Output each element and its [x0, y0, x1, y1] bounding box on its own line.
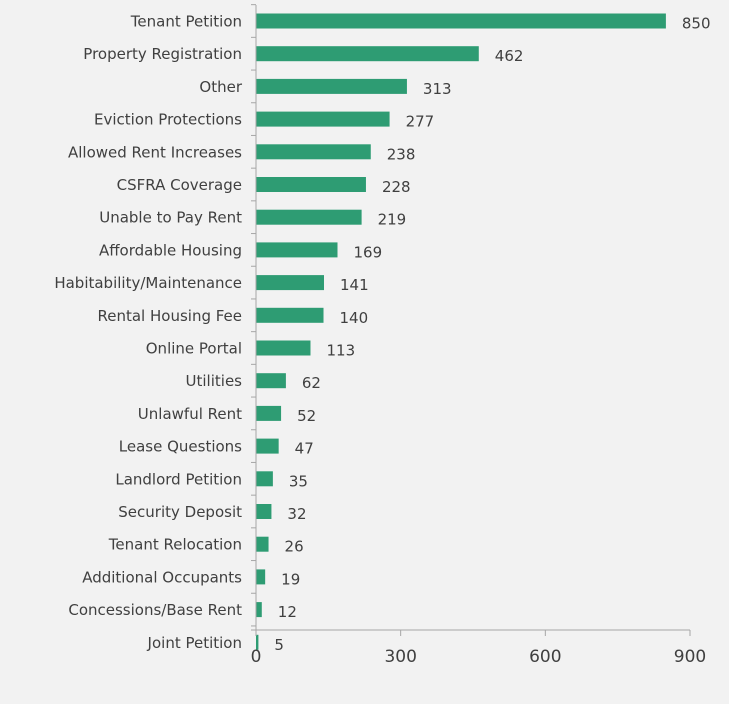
category-label: Security Deposit: [118, 503, 242, 521]
category-label: Unable to Pay Rent: [99, 209, 242, 227]
bar: [256, 536, 269, 552]
bar: [256, 242, 338, 258]
bar: [256, 504, 272, 519]
category-label: Unlawful Rent: [138, 405, 242, 423]
bar: [256, 405, 282, 421]
category-label: Tenant Relocation: [108, 536, 242, 554]
x-tick-label: 300: [384, 647, 416, 667]
data-label: 32: [287, 505, 306, 523]
x-tick-label: 0: [251, 647, 262, 667]
data-label: 219: [378, 211, 407, 229]
bar: [256, 13, 666, 29]
x-ticks-group: 0 300 600 900: [251, 630, 706, 667]
category-label: Other: [199, 78, 242, 96]
data-label: 141: [340, 276, 369, 294]
data-label: 462: [495, 47, 524, 65]
bar: [256, 144, 371, 160]
bar: [256, 438, 279, 454]
category-label: Habitability/Maintenance: [54, 274, 242, 292]
data-label: 850: [682, 15, 711, 33]
data-label: 26: [285, 538, 304, 556]
bar: [256, 275, 324, 291]
x-tick-label: 900: [674, 647, 706, 667]
bar: [256, 111, 390, 127]
axes-group: [251, 4, 690, 631]
data-label: 12: [278, 603, 297, 621]
data-label: 277: [406, 113, 435, 131]
category-label: CSFRA Coverage: [117, 176, 242, 194]
category-label: Concessions/Base Rent: [68, 601, 242, 619]
data-label: 169: [353, 243, 382, 261]
bar: [256, 373, 286, 389]
bar: [256, 569, 266, 585]
x-tick-label: 600: [529, 647, 561, 667]
bars-group: [256, 13, 666, 650]
category-label: Allowed Rent Increases: [68, 143, 242, 161]
bar: [256, 340, 311, 356]
category-label: Joint Petition: [147, 634, 242, 652]
category-label: Property Registration: [83, 45, 242, 63]
category-labels-group: Tenant Petition Property Registration Othe…: [54, 13, 243, 652]
data-label: 140: [340, 309, 369, 327]
category-label: Lease Questions: [119, 438, 242, 456]
data-label: 62: [302, 374, 321, 392]
bar: [256, 177, 366, 192]
category-label: Landlord Petition: [115, 470, 242, 488]
data-label: 47: [295, 440, 314, 458]
category-label: Affordable Housing: [99, 241, 242, 259]
category-label: Rental Housing Fee: [98, 307, 243, 325]
bar: [256, 307, 324, 323]
bar: [256, 634, 259, 650]
data-label: 313: [423, 80, 452, 98]
category-label: Additional Occupants: [82, 568, 242, 586]
bar: [256, 471, 273, 487]
data-labels-group: 850 462 313 277 238 228 219 169 141 140 113 62 52 47 3…: [274, 15, 710, 654]
data-label: 19: [281, 570, 300, 588]
bar: [256, 602, 262, 618]
data-label: 5: [274, 636, 284, 654]
data-label: 228: [382, 178, 411, 196]
category-label: Online Portal: [146, 340, 242, 358]
bar: [256, 78, 407, 94]
bar: [256, 209, 362, 225]
data-label: 35: [289, 472, 308, 490]
data-label: 238: [387, 145, 416, 163]
data-label: 113: [326, 342, 355, 360]
bar: [256, 46, 479, 62]
category-label: Tenant Petition: [130, 13, 242, 31]
category-label: Utilities: [186, 372, 243, 390]
data-label: 52: [297, 407, 316, 425]
category-label: Eviction Protections: [94, 111, 242, 129]
